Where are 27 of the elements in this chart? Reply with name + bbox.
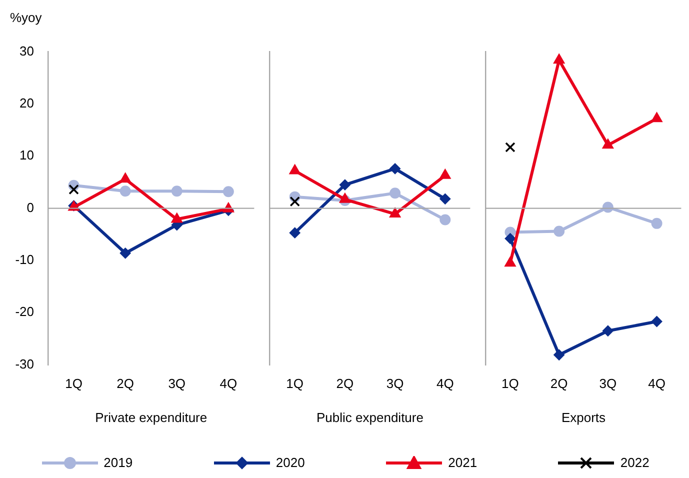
x-tick-label: 1Q — [502, 376, 519, 392]
y-tick-label: -30 — [15, 356, 34, 372]
x-tick-label: 1Q — [286, 376, 304, 392]
legend-label: 2022 — [620, 455, 650, 470]
legend-label: 2019 — [104, 455, 133, 470]
x-tick-label: 4Q — [220, 376, 238, 392]
y-tick-label: 0 — [26, 200, 34, 215]
y-tick-label: -20 — [15, 304, 34, 320]
y-tick-label: 30 — [20, 43, 34, 58]
x-tick-label: 3Q — [386, 376, 404, 392]
y-tick-label: 10 — [20, 148, 34, 163]
x-tick-label: 1Q — [65, 376, 82, 392]
x-tick-label: 2Q — [116, 376, 134, 392]
x-tick-label: 2Q — [550, 376, 568, 392]
y-tick-label: 20 — [20, 96, 34, 111]
x-tick-label: 3Q — [599, 376, 617, 392]
legend-label: 2020 — [276, 455, 305, 470]
y-tick-label: -10 — [15, 252, 34, 268]
x-axis-title: Private expenditure — [95, 410, 208, 425]
legend-label: 2021 — [448, 455, 478, 470]
x-tick-label: 4Q — [436, 376, 454, 392]
x-axis-title: Exports — [561, 410, 606, 425]
x-tick-label: 2Q — [336, 376, 354, 392]
x-axis-title: Public expenditure — [316, 410, 424, 425]
x-tick-label: 4Q — [648, 376, 666, 392]
x-tick-label: 3Q — [168, 376, 186, 392]
y-axis-title: %yoy — [10, 10, 42, 25]
